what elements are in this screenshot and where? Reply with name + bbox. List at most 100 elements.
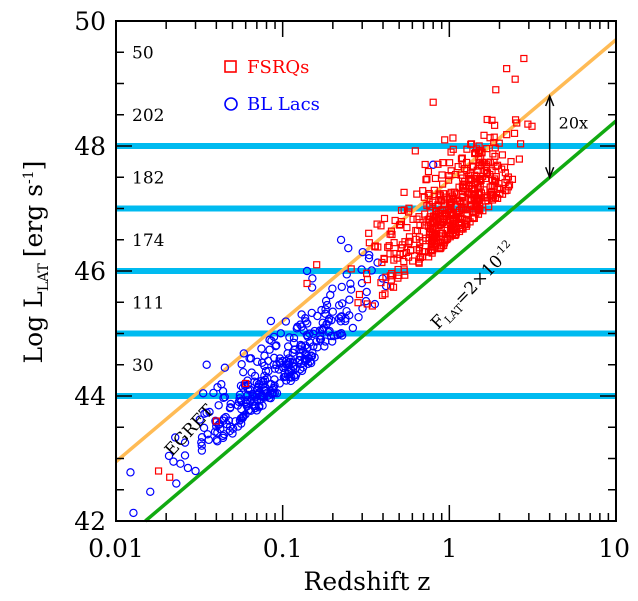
fsrq-point	[386, 250, 394, 258]
fsrq-point	[461, 220, 469, 228]
bllac-point	[337, 331, 347, 340]
fsrq-point	[403, 223, 411, 232]
bllac-point	[250, 403, 260, 413]
bllac-point	[209, 388, 218, 398]
bllac-point	[298, 363, 308, 372]
fsrq-point	[469, 214, 477, 222]
bllac-point	[318, 318, 327, 328]
bllac-point	[126, 468, 135, 477]
bllac-point	[317, 305, 326, 315]
bllac-point	[281, 317, 291, 326]
fsrq-point	[480, 131, 488, 139]
factor-arrow-head-bottom	[544, 166, 555, 180]
fsrq-point	[510, 129, 519, 137]
y-tick-label: 46	[74, 257, 106, 286]
bllac-point	[239, 349, 249, 358]
fsrq-point	[490, 133, 498, 141]
bllac-point	[245, 405, 254, 415]
bllac-point	[197, 433, 207, 442]
fsrq-point	[363, 269, 371, 277]
fsrq-point	[400, 265, 408, 273]
fsrq-point	[503, 65, 511, 73]
bllac-point	[364, 254, 374, 263]
bllac-point	[301, 351, 310, 360]
bllac-point	[275, 357, 284, 366]
bllac-point	[428, 160, 438, 169]
y-axis-title-exp: -1	[21, 170, 37, 184]
fsrq-point	[393, 254, 401, 262]
bllac-point	[254, 382, 263, 391]
bllac-point	[197, 446, 207, 455]
fsrq-point	[503, 176, 511, 184]
bllac-point	[260, 371, 269, 380]
bllac-point	[342, 306, 351, 316]
bllac-point	[250, 401, 260, 411]
fsrq-point	[430, 186, 438, 194]
bin-count-label: 50	[132, 43, 154, 63]
bllac-point	[269, 332, 279, 342]
bllac-point	[333, 330, 342, 340]
fsrq-point	[303, 279, 311, 288]
bllac-point	[269, 383, 278, 393]
fsrq-point	[347, 265, 355, 273]
fsrq-point	[424, 167, 433, 176]
fsrq-point	[380, 214, 389, 223]
fsrq-point	[395, 271, 403, 280]
fsrq-point	[445, 159, 454, 167]
bllac-point	[308, 274, 317, 283]
fsrq-point	[446, 224, 455, 233]
bllac-point	[302, 266, 312, 276]
y-tick-label: 42	[74, 507, 106, 536]
fsrq-point	[470, 191, 478, 199]
fsrq-points	[154, 54, 536, 481]
bin-count-label: 202	[132, 106, 164, 126]
x-tick-label: 0.1	[263, 534, 303, 563]
bllac-point	[237, 404, 246, 414]
bllac-point	[301, 341, 310, 350]
bin-count-label: 174	[132, 231, 164, 251]
fsrq-point	[517, 140, 525, 148]
fsrq-point	[409, 257, 417, 265]
fsrq-point	[439, 159, 447, 167]
fsrq-point	[488, 116, 496, 124]
bllac-point	[296, 342, 306, 351]
bllac-point	[292, 324, 302, 333]
fsrq-point	[355, 290, 364, 299]
fsrq-point	[447, 148, 455, 156]
bllac-point	[357, 265, 366, 274]
bllac-point	[254, 403, 264, 412]
fsrq-point	[495, 139, 503, 147]
bllac-point	[171, 433, 180, 442]
fsrq-point	[438, 171, 446, 179]
fsrq-point	[476, 182, 484, 190]
bllac-point	[321, 305, 330, 314]
bllac-point	[205, 407, 214, 417]
bllac-point	[337, 282, 346, 292]
bllac-point	[297, 322, 306, 331]
plot-frame	[115, 20, 617, 522]
fsrq-point	[400, 188, 408, 196]
bllac-point	[346, 279, 355, 288]
x-tick-label: 1	[441, 534, 457, 563]
bllac-point	[172, 479, 181, 488]
bllac-point	[276, 329, 286, 338]
bllac-point	[301, 355, 310, 364]
bllac-point	[358, 247, 367, 257]
bllac-point	[354, 312, 363, 322]
fsrq-point	[486, 190, 494, 199]
fsrq-point	[457, 155, 466, 163]
axis-tick-labels: 0.01 0.1 1 10 42 44 46 48 50	[74, 7, 630, 563]
bllac-point	[346, 285, 356, 294]
fsrq-point	[428, 249, 436, 257]
bllac-point	[272, 341, 281, 350]
bllac-point	[245, 354, 254, 363]
fsrq-point	[475, 196, 483, 204]
bllac-point	[334, 301, 344, 310]
bllac-point	[218, 386, 228, 396]
bllac-point	[329, 331, 339, 341]
bllac-point	[362, 287, 371, 297]
bllac-point	[164, 451, 174, 461]
factor-annotation: 20x	[544, 93, 588, 180]
fsrq-point	[391, 216, 399, 225]
legend-bllac-label: BL Lacs	[247, 94, 320, 115]
